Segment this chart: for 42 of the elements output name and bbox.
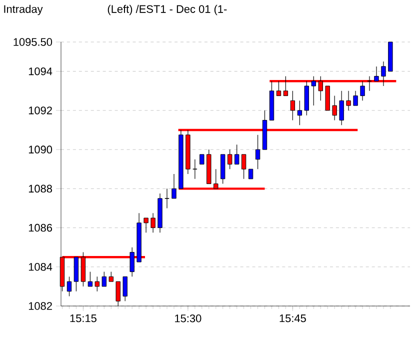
candlestick (332, 95, 337, 121)
y-tick-label: 1082 (28, 302, 52, 310)
y-tick-label: 1086 (28, 224, 52, 232)
candlestick (108, 271, 114, 282)
y-tick-label: 1092 (28, 106, 52, 114)
candlestick (374, 66, 379, 82)
candlestick (366, 76, 372, 92)
candlestick (122, 276, 128, 302)
candlestick (248, 168, 254, 180)
chart-subtitle: (Left) /EST1 - Dec 01 (1- (108, 4, 227, 16)
x-tick-label: 15:45 (280, 314, 306, 322)
candlestick (130, 247, 134, 277)
y-tick-label: 1095.50 (14, 38, 52, 46)
candlestick (381, 61, 386, 86)
candlestick (290, 90, 296, 121)
x-tick-label: 15:30 (175, 314, 202, 322)
y-tick-label: 1094 (28, 67, 52, 76)
candlestick (66, 276, 72, 297)
candlestick (172, 174, 176, 199)
candlestick (255, 134, 260, 170)
candlestick (150, 212, 156, 233)
candlestick (192, 159, 198, 180)
candlestick (227, 149, 232, 170)
y-tick-label: 1084 (28, 263, 52, 271)
candlestick (241, 154, 246, 180)
candlestick (346, 90, 351, 111)
x-tick-label: 15:15 (70, 314, 96, 322)
candlestick (164, 188, 170, 209)
y-tick-label: 1088 (28, 184, 52, 193)
candlestick (102, 271, 106, 287)
candlestick (234, 144, 240, 165)
candlestick (311, 76, 316, 106)
candlestick (353, 90, 358, 106)
candlestick (339, 90, 344, 126)
candlestick (94, 276, 100, 292)
candlestick (200, 154, 204, 164)
candlestick (360, 80, 365, 101)
candlestick (144, 218, 148, 233)
chart-title: Intraday (4, 4, 43, 16)
candlestick (297, 100, 302, 126)
candlestick (88, 271, 93, 287)
y-tick-label: 1090 (28, 146, 52, 154)
